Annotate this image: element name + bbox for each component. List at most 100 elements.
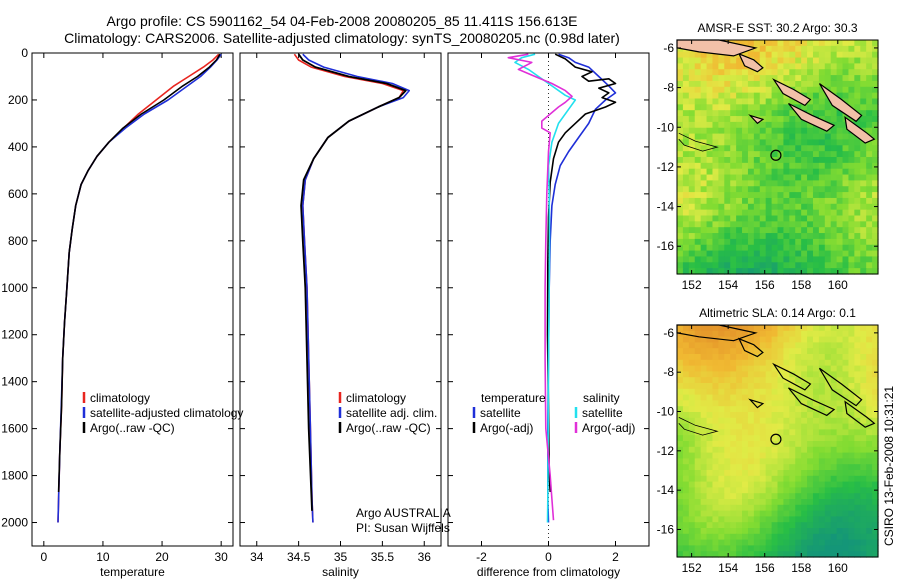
heatmap-cell <box>812 151 820 158</box>
x-axis-label: salinity <box>322 565 359 579</box>
heatmap-cell <box>777 551 785 558</box>
heatmap-cell <box>807 197 814 205</box>
heatmap-cell <box>747 151 755 158</box>
heatmap-cell <box>807 45 814 53</box>
heatmap-cell <box>712 354 719 361</box>
heatmap-cell <box>688 510 696 517</box>
heatmap-cell <box>836 342 844 349</box>
heatmap-cell <box>812 545 820 552</box>
heatmap-cell <box>730 116 737 123</box>
heatmap-cell <box>706 394 714 401</box>
heatmap-cell <box>724 151 731 158</box>
heatmap-cell <box>842 394 850 401</box>
heatmap-cell <box>712 151 719 158</box>
heatmap-cell <box>795 75 802 82</box>
heatmap-cell <box>824 80 832 88</box>
heatmap-cell <box>807 336 814 343</box>
heatmap-cell <box>848 233 855 240</box>
heatmap-cell <box>854 493 861 500</box>
heatmap-cell <box>688 504 696 512</box>
heatmap-cell <box>771 69 779 76</box>
heatmap-cell <box>765 45 773 53</box>
heatmap-cell <box>747 528 755 535</box>
heatmap-cell <box>812 233 820 240</box>
heatmap-cell <box>682 388 690 396</box>
heatmap-cell <box>694 539 702 546</box>
heatmap-cell <box>795 412 802 419</box>
heatmap-cell <box>712 493 719 500</box>
heatmap-cell <box>789 533 796 541</box>
heatmap-cell <box>682 551 690 558</box>
heatmap-cell <box>730 499 737 506</box>
heatmap-cell <box>830 493 838 500</box>
heatmap-cell <box>688 359 696 367</box>
heatmap-cell <box>682 221 690 228</box>
heatmap-cell <box>783 197 790 205</box>
heatmap-cell <box>818 423 826 430</box>
heatmap-cell <box>783 435 790 442</box>
x-tick-label: 158 <box>791 561 811 575</box>
heatmap-cell <box>742 487 749 494</box>
heatmap-cell <box>818 86 826 94</box>
heatmap-cell <box>836 209 844 217</box>
heatmap-cell <box>842 342 850 349</box>
heatmap-cell <box>742 365 749 372</box>
heatmap-cell <box>753 441 761 448</box>
heatmap-cell <box>747 121 755 129</box>
heatmap-cell <box>765 151 773 158</box>
heatmap-cell <box>789 475 796 483</box>
heatmap-cell <box>789 470 796 477</box>
heatmap-cell <box>848 446 855 454</box>
heatmap-cell <box>753 233 761 240</box>
heatmap-cell <box>866 151 873 158</box>
heatmap-cell <box>682 121 690 129</box>
heatmap-cell <box>730 354 737 361</box>
heatmap-cell <box>854 388 861 396</box>
heatmap-cell <box>736 487 743 494</box>
heatmap-cell <box>848 168 855 176</box>
heatmap-cell <box>718 441 725 448</box>
heatmap-cell <box>724 475 731 483</box>
heatmap-cell <box>700 104 708 111</box>
heatmap-cell <box>812 98 820 105</box>
heatmap-cell <box>807 186 814 193</box>
heatmap-cell <box>747 342 755 349</box>
heatmap-cell <box>765 429 773 436</box>
heatmap-cell <box>818 197 826 205</box>
heatmap-cell <box>789 45 796 53</box>
heatmap-cell <box>783 256 790 263</box>
heatmap-cell <box>830 464 838 471</box>
heatmap-cell <box>736 215 743 222</box>
heatmap-cell <box>807 69 814 76</box>
heatmap-cell <box>706 406 714 413</box>
heatmap-cell <box>700 342 708 349</box>
heatmap-cell <box>706 256 714 263</box>
heatmap-cell <box>801 522 808 529</box>
heatmap-cell <box>706 441 714 448</box>
heatmap-cell <box>742 551 749 558</box>
heatmap-cell <box>753 452 761 459</box>
heatmap-cell <box>795 464 802 471</box>
heatmap-cell <box>730 435 737 442</box>
heatmap-cell <box>842 92 850 100</box>
heatmap-cell <box>718 528 725 535</box>
heatmap-cell <box>830 470 838 477</box>
heatmap-cell <box>848 40 855 47</box>
heatmap-cell <box>795 330 802 338</box>
heatmap-cell <box>742 262 749 269</box>
heatmap-cell <box>807 75 814 82</box>
heatmap-cell <box>736 406 743 413</box>
heatmap-cell <box>700 233 708 240</box>
heatmap-cell <box>872 342 879 349</box>
heatmap-cell <box>688 250 696 258</box>
heatmap-cell <box>830 238 838 246</box>
heatmap-cell <box>759 127 767 135</box>
heatmap-cell <box>742 475 749 483</box>
heatmap-cell <box>801 145 808 152</box>
heatmap-cell <box>795 528 802 535</box>
heatmap-cell <box>747 268 755 275</box>
heatmap-cell <box>712 441 719 448</box>
heatmap-cell <box>795 268 802 275</box>
heatmap-cell <box>830 417 838 425</box>
heatmap-cell <box>747 80 755 88</box>
